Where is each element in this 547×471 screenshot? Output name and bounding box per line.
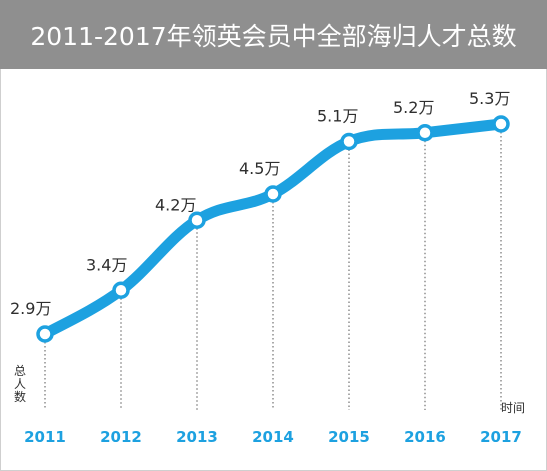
data-point-2013	[188, 211, 206, 229]
data-label-2017: 5.3万	[469, 89, 510, 108]
x-axis-label: 时间	[501, 401, 525, 415]
x-tick-2013: 2013	[176, 428, 218, 446]
data-labels: 2.9万 3.4万 4.2万 4.5万 5.1万 5.2万 5.3万	[10, 89, 510, 318]
chart-title: 2011-2017年领英会员中全部海归人才总数	[30, 21, 517, 51]
data-point-2012	[112, 281, 130, 299]
data-label-2014: 4.5万	[239, 159, 280, 178]
data-label-2015: 5.1万	[317, 107, 358, 126]
x-tick-2011: 2011	[24, 428, 66, 446]
data-point-2016	[416, 124, 434, 142]
data-point-2017	[492, 115, 510, 133]
data-label-2016: 5.2万	[393, 98, 434, 117]
drop-lines	[44, 124, 502, 410]
title-bar: 2011-2017年领英会员中全部海归人才总数	[0, 0, 547, 69]
y-axis-label: 总人数	[14, 364, 26, 404]
data-point-2015	[340, 132, 358, 151]
x-tick-2017: 2017	[480, 428, 522, 446]
x-tick-2016: 2016	[404, 428, 446, 446]
data-point-2011	[36, 325, 54, 343]
data-label-2011: 2.9万	[10, 299, 51, 318]
data-point-2014	[264, 185, 282, 203]
data-label-2013: 4.2万	[155, 195, 196, 214]
x-tick-2015: 2015	[328, 428, 370, 446]
data-label-2012: 3.4万	[86, 255, 127, 274]
x-tick-labels: 2011 2012 2013 2014 2015 2016 2017	[24, 428, 522, 446]
data-points	[36, 115, 510, 343]
x-tick-2014: 2014	[252, 428, 294, 446]
x-tick-2012: 2012	[100, 428, 142, 446]
